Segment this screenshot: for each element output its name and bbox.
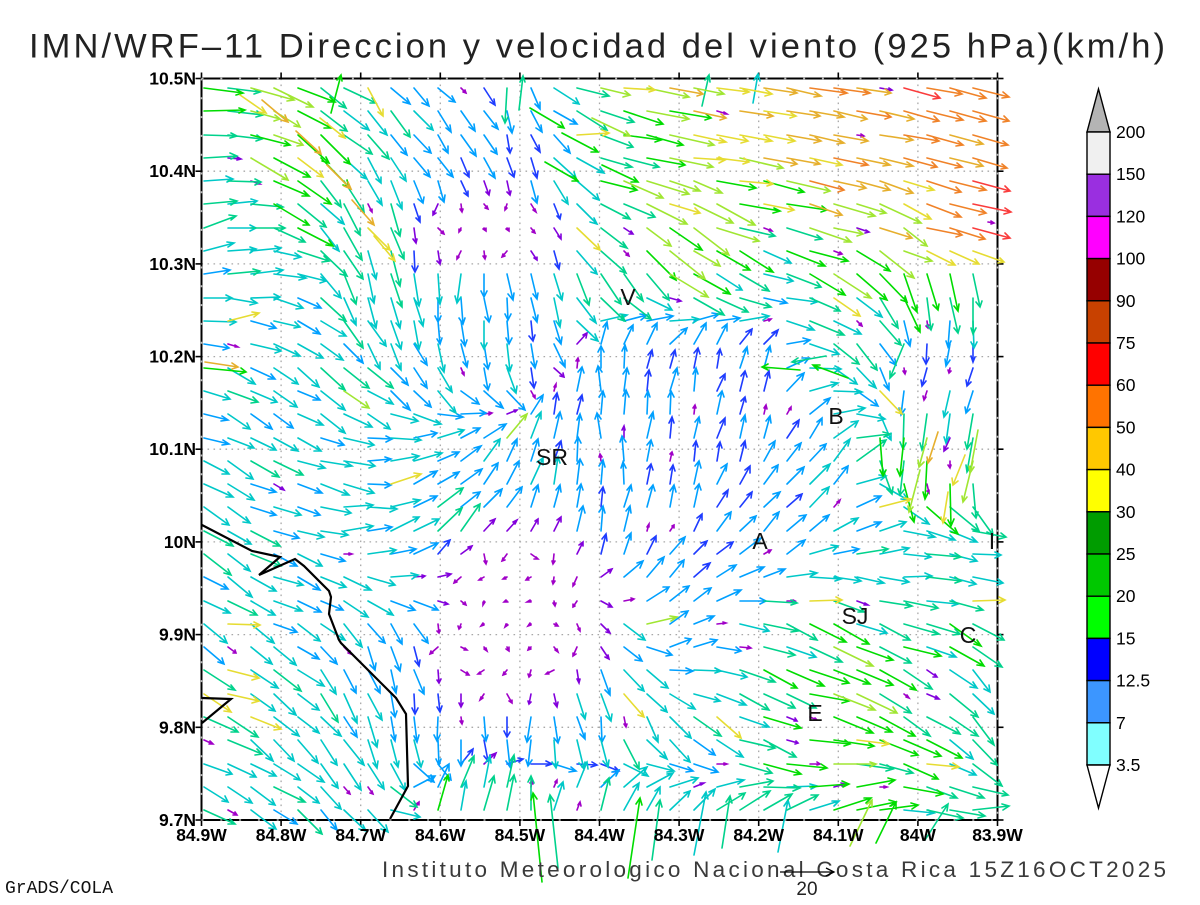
svg-text:I: I [989, 528, 995, 554]
svg-text:50: 50 [1116, 417, 1136, 437]
svg-text:84.9W: 84.9W [176, 825, 227, 845]
svg-text:84.2W: 84.2W [733, 825, 784, 845]
svg-text:10.2N: 10.2N [149, 347, 196, 367]
svg-text:Instituto Meteorologico Nacion: Instituto Meteorologico Nacional Costa R… [382, 857, 1166, 882]
svg-text:9.7N: 9.7N [159, 810, 196, 830]
svg-text:SR: SR [536, 444, 568, 470]
svg-text:40: 40 [1116, 460, 1136, 480]
svg-text:9.9N: 9.9N [159, 625, 196, 645]
svg-text:84.1W: 84.1W [813, 825, 864, 845]
svg-text:9.8N: 9.8N [159, 717, 196, 737]
svg-text:90: 90 [1116, 291, 1136, 311]
svg-text:20: 20 [1116, 586, 1136, 606]
svg-text:3.5: 3.5 [1116, 755, 1140, 775]
svg-text:7: 7 [1116, 713, 1126, 733]
svg-text:20: 20 [796, 879, 817, 900]
svg-text:200: 200 [1116, 122, 1145, 142]
svg-text:84W: 84W [900, 825, 936, 845]
svg-text:10N: 10N [164, 532, 196, 552]
svg-text:C: C [960, 622, 977, 648]
svg-text:84.5W: 84.5W [495, 825, 546, 845]
svg-text:A: A [752, 528, 768, 554]
svg-text:12.5: 12.5 [1116, 671, 1150, 691]
svg-text:V: V [620, 284, 636, 310]
svg-text:75: 75 [1116, 333, 1135, 353]
svg-text:84.8W: 84.8W [256, 825, 307, 845]
svg-text:30: 30 [1116, 502, 1136, 522]
svg-text:84.3W: 84.3W [654, 825, 705, 845]
svg-text:15: 15 [1116, 628, 1135, 648]
svg-text:25: 25 [1116, 544, 1135, 564]
svg-text:100: 100 [1116, 249, 1145, 269]
svg-text:150: 150 [1116, 164, 1145, 184]
svg-text:10.4N: 10.4N [149, 161, 196, 181]
svg-text:60: 60 [1116, 375, 1136, 395]
svg-text:84.4W: 84.4W [574, 825, 625, 845]
svg-text:84.6W: 84.6W [415, 825, 466, 845]
svg-text:B: B [828, 403, 843, 429]
svg-text:10.1N: 10.1N [149, 439, 196, 459]
svg-text:E: E [807, 700, 822, 726]
svg-text:GrADS/COLA: GrADS/COLA [5, 879, 113, 899]
svg-text:SJ: SJ [842, 603, 869, 629]
svg-text:10.5N: 10.5N [149, 69, 196, 89]
svg-text:10.3N: 10.3N [149, 254, 196, 274]
svg-text:83.9W: 83.9W [972, 825, 1023, 845]
svg-text:120: 120 [1116, 206, 1145, 226]
svg-text:IMN/WRF–11 Direccion y velocid: IMN/WRF–11 Direccion y velocidad del vie… [29, 28, 1165, 66]
svg-text:84.7W: 84.7W [335, 825, 386, 845]
